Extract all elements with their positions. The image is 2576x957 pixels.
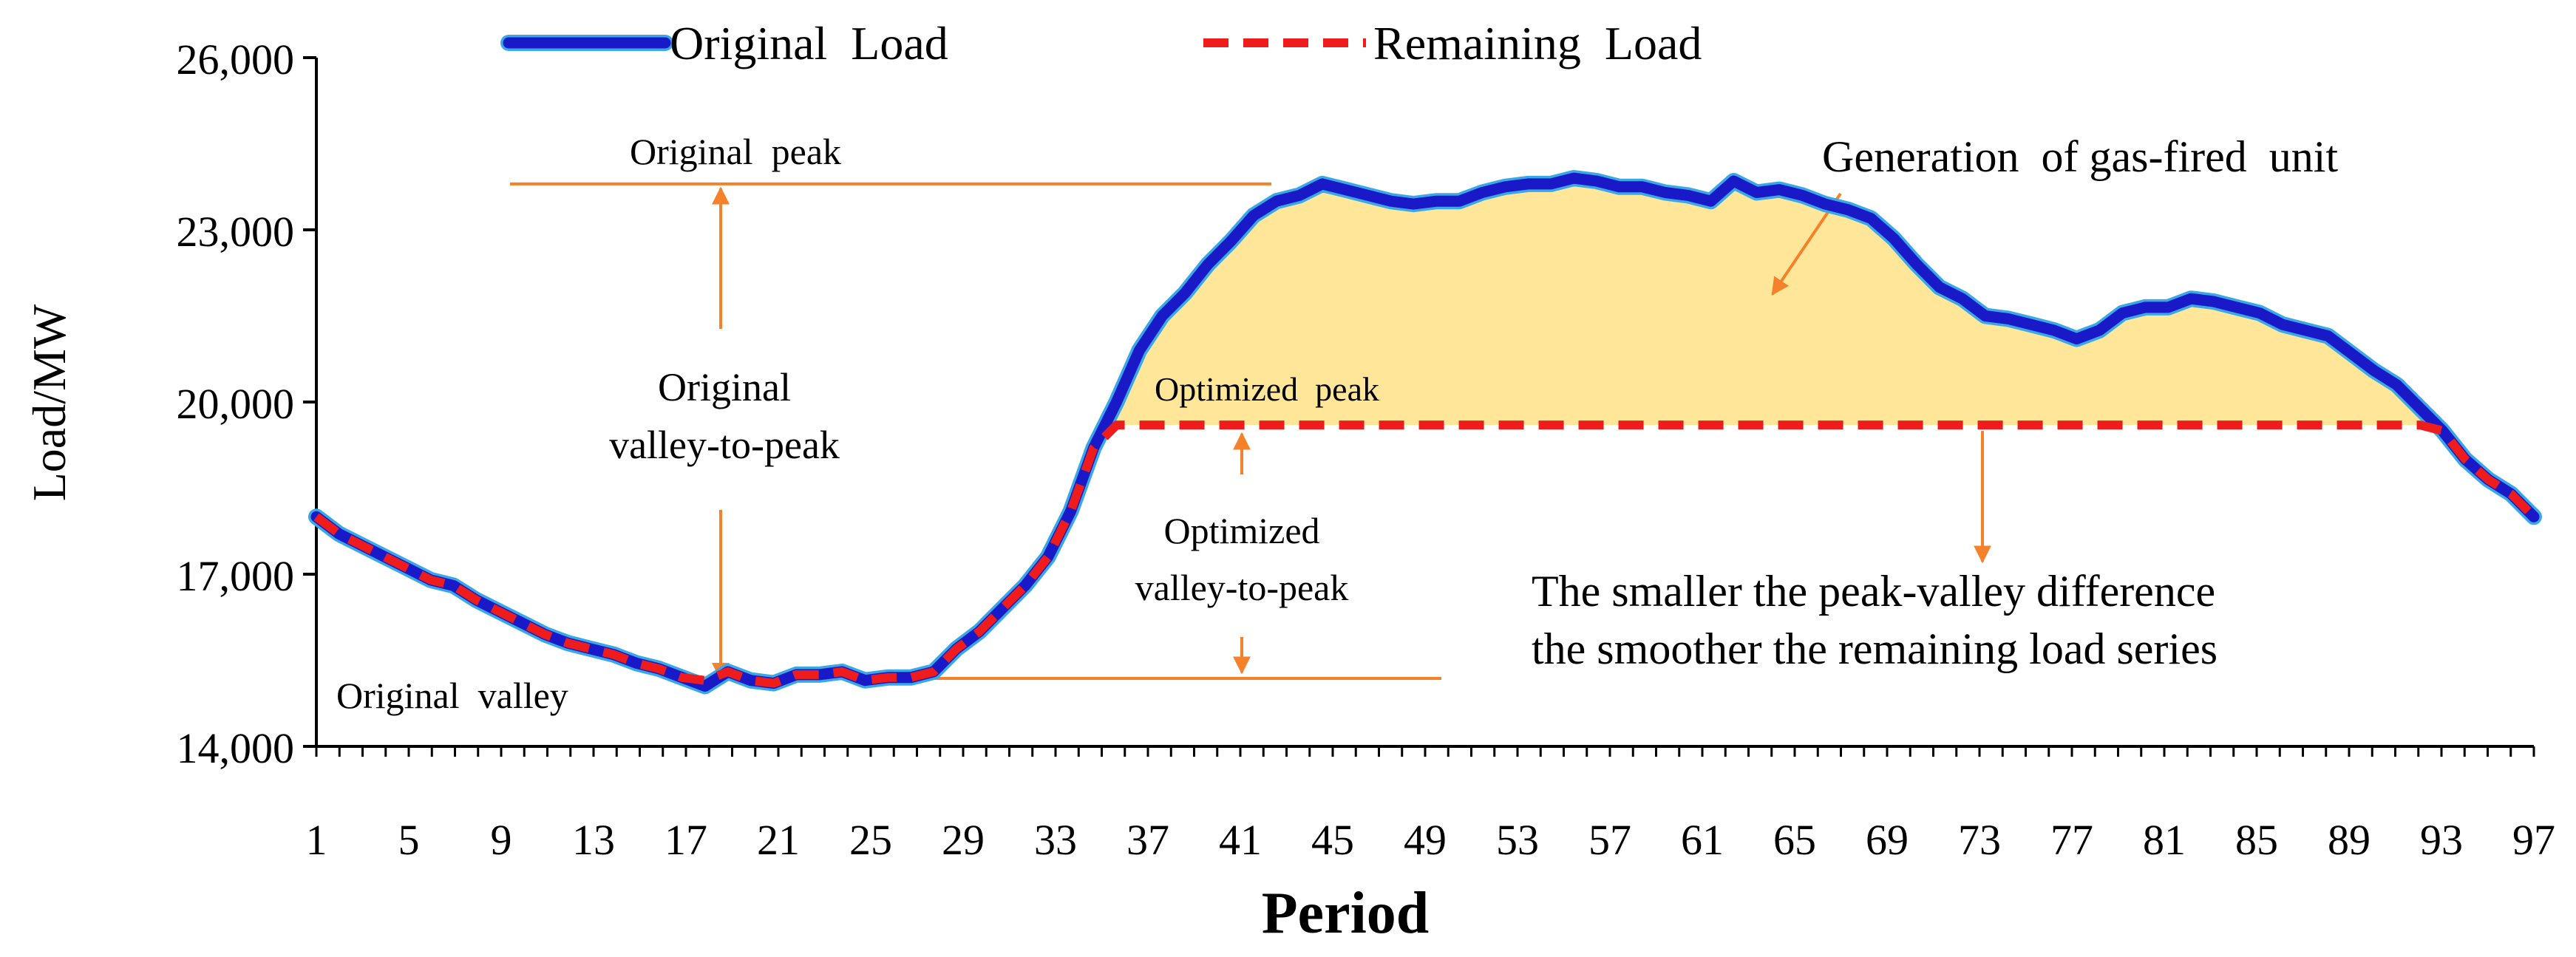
x-tick-label: 37 — [1126, 816, 1169, 864]
y-tick-label: 17,000 — [177, 552, 295, 600]
x-tick-label: 57 — [1588, 816, 1631, 864]
x-tick-label: 5 — [398, 816, 420, 864]
x-tick-label: 25 — [849, 816, 892, 864]
optimized-range-label-2: valley-to-peak — [1135, 567, 1349, 608]
x-tick-label: 49 — [1404, 816, 1447, 864]
x-tick-label: 33 — [1034, 816, 1077, 864]
original-valley-label: Original valley — [336, 675, 568, 716]
x-tick-label: 89 — [2328, 816, 2371, 864]
annotations: Original peak Original valley Original v… — [336, 131, 2338, 716]
smoother-label-2: the smoother the remaining load series — [1532, 624, 2218, 673]
x-tick-label: 93 — [2420, 816, 2463, 864]
y-tick-label: 23,000 — [177, 208, 295, 256]
x-tick-label: 45 — [1311, 816, 1354, 864]
x-tick-label: 9 — [491, 816, 512, 864]
remaining-load-line — [313, 420, 2538, 688]
optimized-peak-label: Optimized peak — [1155, 370, 1379, 408]
x-tick-label: 17 — [665, 816, 707, 864]
original-range-label-2: valley-to-peak — [609, 423, 840, 467]
annotation-lines — [510, 182, 1991, 681]
x-tick-label: 13 — [572, 816, 615, 864]
gas-generation-label: Generation of gas-fired unit — [1822, 132, 2338, 181]
x-tick-label: 29 — [942, 816, 985, 864]
x-tick-label: 41 — [1219, 816, 1262, 864]
x-tick-label: 53 — [1496, 816, 1539, 864]
x-tick-label: 65 — [1773, 816, 1816, 864]
x-tick-label: 1 — [306, 816, 327, 864]
legend-original-label: Original Load — [670, 17, 948, 69]
y-ticks: 14,000 17,000 20,000 23,000 26,000 — [177, 35, 316, 772]
x-ticks: 1 5 9 13 17 21 25 29 33 37 41 45 49 53 57 61 65 69 73 77 81 8… — [306, 746, 2555, 864]
y-tick-label: 14,000 — [177, 724, 295, 772]
legend-remaining-label: Remaining Load — [1373, 17, 1702, 69]
x-tick-label: 81 — [2143, 816, 2186, 864]
x-tick-label: 97 — [2512, 816, 2555, 864]
optimized-range-label-1: Optimized — [1163, 510, 1319, 551]
original-range-label-1: Original — [658, 365, 791, 409]
x-tick-label: 77 — [2050, 816, 2093, 864]
x-tick-label: 69 — [1866, 816, 1909, 864]
original-peak-label: Original peak — [630, 131, 841, 172]
y-tick-label: 26,000 — [177, 35, 295, 84]
gas-generation-area — [316, 178, 2534, 687]
legend: Original Load Remaining Load — [500, 17, 1702, 69]
x-axis-title: Period — [1262, 881, 1430, 946]
x-tick-label: 21 — [757, 816, 800, 864]
y-axis-title: Load/MW — [23, 304, 75, 501]
x-tick-label: 61 — [1681, 816, 1724, 864]
x-tick-label: 85 — [2235, 816, 2278, 864]
x-tick-label: 73 — [1958, 816, 2001, 864]
smoother-label-1: The smaller the peak-valley difference — [1532, 567, 2215, 616]
y-tick-label: 20,000 — [177, 380, 295, 428]
